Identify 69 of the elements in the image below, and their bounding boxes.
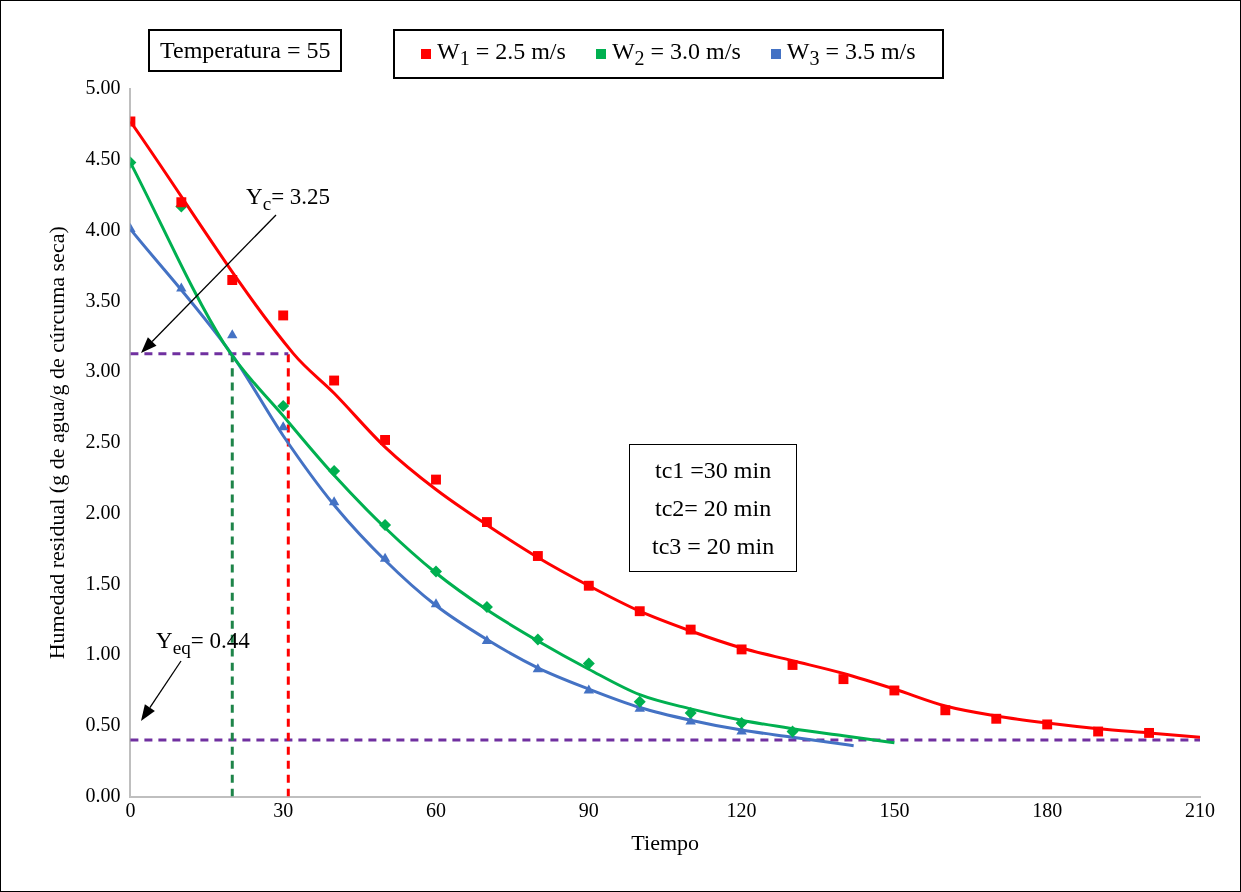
y-tick-label: 3.50 <box>85 288 121 311</box>
x-tick-label: 180 <box>1032 798 1063 821</box>
point <box>328 496 340 506</box>
point <box>329 375 340 386</box>
point <box>480 600 493 613</box>
x-axis-title: Tiempo <box>631 829 700 855</box>
annotation: tc2= 20 min <box>655 495 772 521</box>
point <box>481 634 493 644</box>
point <box>786 725 799 738</box>
point <box>1042 719 1053 730</box>
point <box>532 663 544 673</box>
point <box>379 552 391 562</box>
text: Temperatura = 55 <box>148 29 343 72</box>
legend-label: W$_{3}$ = 3.5 m/s <box>786 38 916 70</box>
point <box>889 685 900 696</box>
y-axis-title: Humedad residual (g de agua/g de cúrcuma seca) <box>43 226 69 660</box>
point <box>531 633 544 646</box>
point <box>430 598 442 608</box>
point <box>684 707 697 720</box>
y-tick-label: 1.50 <box>85 571 121 594</box>
point <box>328 465 341 478</box>
point <box>176 197 187 208</box>
y-tick-label: 0.00 <box>85 783 121 806</box>
y-tick-label: 4.00 <box>85 217 121 240</box>
point <box>532 551 543 561</box>
point <box>685 624 696 635</box>
y-tick-label: 3.00 <box>85 359 121 382</box>
point <box>583 580 594 591</box>
x-tick-label: 60 <box>426 798 446 821</box>
y-tick-label: 1.00 <box>85 642 121 665</box>
point <box>787 660 798 670</box>
x-tick-label: 30 <box>273 798 294 821</box>
point <box>940 705 951 716</box>
point <box>1093 726 1104 737</box>
point <box>277 400 290 413</box>
y-tick-label: 2.00 <box>85 500 121 523</box>
x-tick-label: 210 <box>1185 798 1215 821</box>
legend-label: W$_{1}$ = 2.5 m/s <box>437 38 566 70</box>
point <box>227 275 238 285</box>
point <box>278 310 289 321</box>
x-tick-label: 120 <box>726 798 757 821</box>
point <box>1144 727 1155 738</box>
point <box>430 565 442 578</box>
point <box>431 474 441 485</box>
x-tick-label: 0 <box>125 798 136 821</box>
y-tick-label: 0.50 <box>85 713 121 736</box>
point <box>838 674 849 685</box>
point <box>736 644 747 655</box>
annotation: Y$_{eq}$= 0.44 <box>156 628 250 659</box>
point <box>278 421 289 431</box>
point <box>227 329 238 339</box>
point <box>991 713 1002 724</box>
point <box>380 435 391 445</box>
point <box>481 517 492 527</box>
point <box>582 657 595 670</box>
annotation: tc1 =30 min <box>655 457 772 483</box>
annotation: Y$_{c}$= 3.25 <box>246 184 331 215</box>
point <box>735 717 748 730</box>
y-tick-label: 5.00 <box>85 76 121 99</box>
point <box>379 518 392 531</box>
y-tick-label: 4.50 <box>85 147 121 170</box>
point <box>176 282 187 292</box>
annotation: tc3 = 20 min <box>652 533 775 559</box>
point <box>634 606 645 617</box>
x-tick-label: 150 <box>879 798 910 821</box>
x-tick-label: 90 <box>578 798 599 821</box>
legend-label: W$_{2}$ = 3.0 m/s <box>611 38 741 70</box>
point <box>633 695 646 708</box>
y-tick-label: 2.50 <box>85 430 121 453</box>
